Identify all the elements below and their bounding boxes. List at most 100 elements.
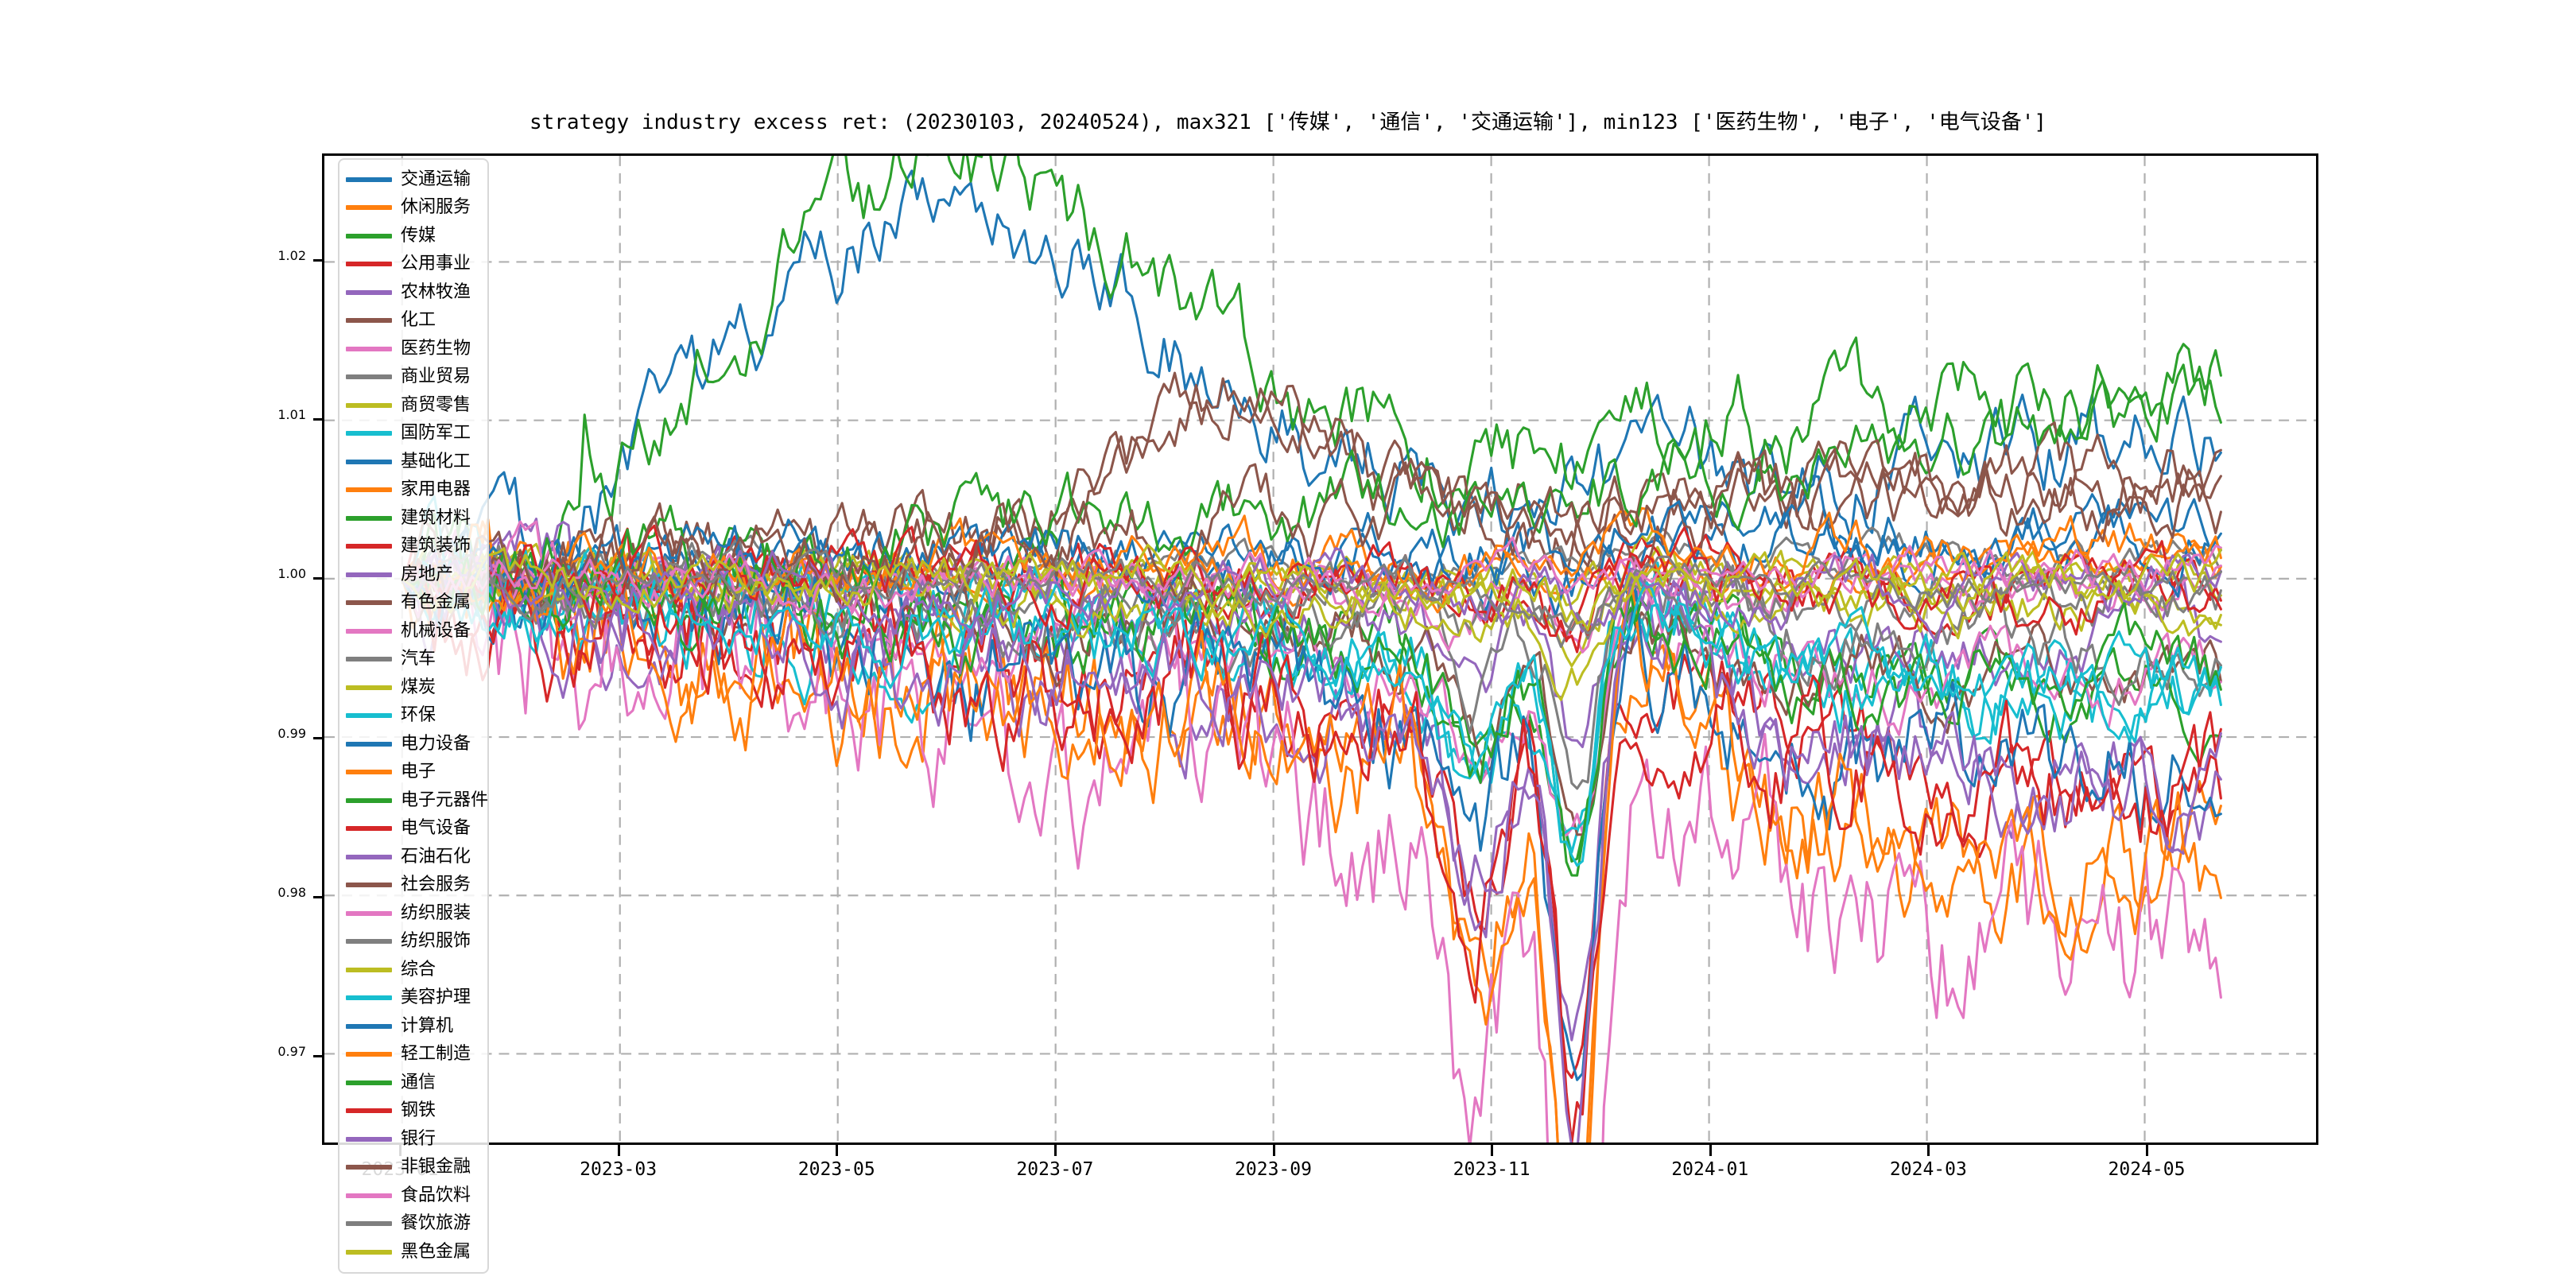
- x-tick-label: 2023-03: [580, 1159, 658, 1180]
- legend-item-label: 化工: [401, 310, 436, 331]
- legend-item-label: 有色金属: [401, 592, 471, 613]
- x-tick-label: 2023-09: [1235, 1159, 1312, 1180]
- series-line: [401, 536, 2222, 617]
- series-line: [401, 544, 2222, 1081]
- x-tick-mark: [2146, 1145, 2148, 1156]
- series-line: [401, 546, 2222, 867]
- legend-item[interactable]: 机械设备: [346, 617, 481, 646]
- legend-item[interactable]: 公用事业: [346, 250, 481, 279]
- legend-item-label: 电子: [401, 762, 436, 782]
- legend-color-swatch: [346, 289, 392, 295]
- x-tick-mark: [1927, 1145, 1930, 1156]
- legend-item[interactable]: 有色金属: [346, 589, 481, 618]
- legend-item-label: 商贸零售: [401, 394, 471, 415]
- y-tick-mark: [313, 895, 324, 898]
- series-line: [401, 527, 2222, 1143]
- legend-color-swatch: [346, 854, 392, 859]
- x-tick-mark: [1053, 1145, 1057, 1156]
- legend-item[interactable]: 国防军工: [346, 420, 481, 448]
- legend-item[interactable]: 美容护理: [346, 984, 481, 1013]
- legend-item[interactable]: 交通运输: [346, 165, 481, 194]
- legend-item[interactable]: 通信: [346, 1069, 481, 1097]
- legend-color-swatch: [346, 995, 392, 1001]
- legend-item[interactable]: 轻工制造: [346, 1041, 481, 1069]
- series-line: [401, 543, 2222, 631]
- legend-item[interactable]: 纺织服饰: [346, 928, 481, 956]
- legend-item[interactable]: 传媒: [346, 222, 481, 250]
- legend-item[interactable]: 综合: [346, 956, 481, 984]
- legend-item[interactable]: 环保: [346, 702, 481, 731]
- legend-item-label: 农林牧渔: [401, 281, 471, 302]
- legend-item-label: 纺织服饰: [401, 931, 471, 952]
- legend-color-swatch: [346, 600, 392, 606]
- y-tick-mark: [313, 418, 324, 421]
- legend-item-label: 电气设备: [401, 818, 471, 839]
- legend-item[interactable]: 化工: [346, 307, 481, 336]
- legend-item[interactable]: 汽车: [346, 646, 481, 674]
- legend-item[interactable]: 建筑材料: [346, 504, 481, 533]
- series-line: [401, 529, 2222, 1143]
- series-line: [401, 439, 2222, 603]
- legend-item[interactable]: 非银金融: [346, 1154, 481, 1182]
- legend-item[interactable]: 建筑装饰: [346, 533, 481, 561]
- legend-item-label: 建筑装饰: [401, 536, 471, 557]
- legend-item-label: 美容护理: [401, 987, 471, 1008]
- series-line: [401, 169, 2222, 607]
- legend-color-swatch: [346, 628, 392, 634]
- y-tick-mark: [313, 259, 324, 262]
- x-tick-label: 2024-05: [2108, 1159, 2186, 1180]
- x-tick-mark: [836, 1145, 839, 1156]
- legend-item[interactable]: 商业贸易: [346, 363, 481, 392]
- legend-color-swatch: [346, 177, 392, 182]
- legend-item-label: 休闲服务: [401, 197, 471, 218]
- legend-item[interactable]: 石油石化: [346, 843, 481, 871]
- legend-item-label: 餐饮旅游: [401, 1213, 471, 1234]
- series-line: [401, 543, 2222, 1143]
- legend-item[interactable]: 黑色金属: [346, 1238, 481, 1267]
- legend-color-swatch: [346, 431, 392, 436]
- legend-item[interactable]: 社会服务: [346, 871, 481, 900]
- legend-item-label: 机械设备: [401, 620, 471, 641]
- legend-color-swatch: [346, 797, 392, 803]
- y-tick-label: 1.01: [277, 407, 306, 423]
- legend-item[interactable]: 计算机: [346, 1012, 481, 1041]
- legend-item-label: 汽车: [401, 649, 436, 669]
- legend-color-swatch: [346, 515, 392, 521]
- legend-item-label: 医药生物: [401, 338, 471, 359]
- legend-color-swatch: [346, 1221, 392, 1227]
- x-tick-label: 2023-07: [1016, 1159, 1094, 1180]
- x-tick-mark: [1272, 1145, 1275, 1156]
- legend-item[interactable]: 电子元器件: [346, 786, 488, 815]
- legend-item[interactable]: 基础化工: [346, 448, 481, 476]
- x-tick-label: 2023-11: [1453, 1159, 1530, 1180]
- legend-item[interactable]: 商贸零售: [346, 391, 481, 420]
- legend-item-label: 银行: [401, 1128, 436, 1149]
- legend-item[interactable]: 食品饮料: [346, 1181, 481, 1210]
- legend-item[interactable]: 煤炭: [346, 673, 481, 702]
- legend-item[interactable]: 家用电器: [346, 476, 481, 505]
- legend-color-swatch: [346, 1052, 392, 1057]
- legend-item[interactable]: 纺织服装: [346, 899, 481, 928]
- legend-item[interactable]: 钢铁: [346, 1097, 481, 1126]
- y-tick-mark: [313, 1054, 324, 1057]
- legend-item[interactable]: 休闲服务: [346, 194, 481, 223]
- legend-item[interactable]: 电力设备: [346, 730, 481, 758]
- legend-item-label: 钢铁: [401, 1100, 436, 1121]
- y-tick-label: 1.02: [277, 248, 306, 264]
- legend-item-label: 房地产: [401, 564, 454, 584]
- legend-item[interactable]: 电子: [346, 758, 481, 787]
- legend-item-label: 公用事业: [401, 254, 471, 274]
- legend-color-swatch: [346, 402, 392, 408]
- legend-item[interactable]: 医药生物: [346, 335, 481, 363]
- legend-item-label: 非银金融: [401, 1157, 471, 1177]
- legend-color-swatch: [346, 910, 392, 916]
- legend: 交通运输休闲服务传媒公用事业农林牧渔化工医药生物商业贸易 商贸零售国防军工 基础化工…: [338, 158, 489, 1274]
- legend-color-swatch: [346, 318, 392, 324]
- legend-item[interactable]: 餐饮旅游: [346, 1210, 481, 1239]
- legend-item[interactable]: 电气设备: [346, 815, 481, 844]
- legend-item[interactable]: 房地产: [346, 561, 481, 589]
- legend-item[interactable]: 银行: [346, 1125, 481, 1154]
- x-tick-mark: [1491, 1145, 1494, 1156]
- legend-item[interactable]: 农林牧渔: [346, 278, 481, 307]
- legend-color-swatch: [346, 1249, 392, 1255]
